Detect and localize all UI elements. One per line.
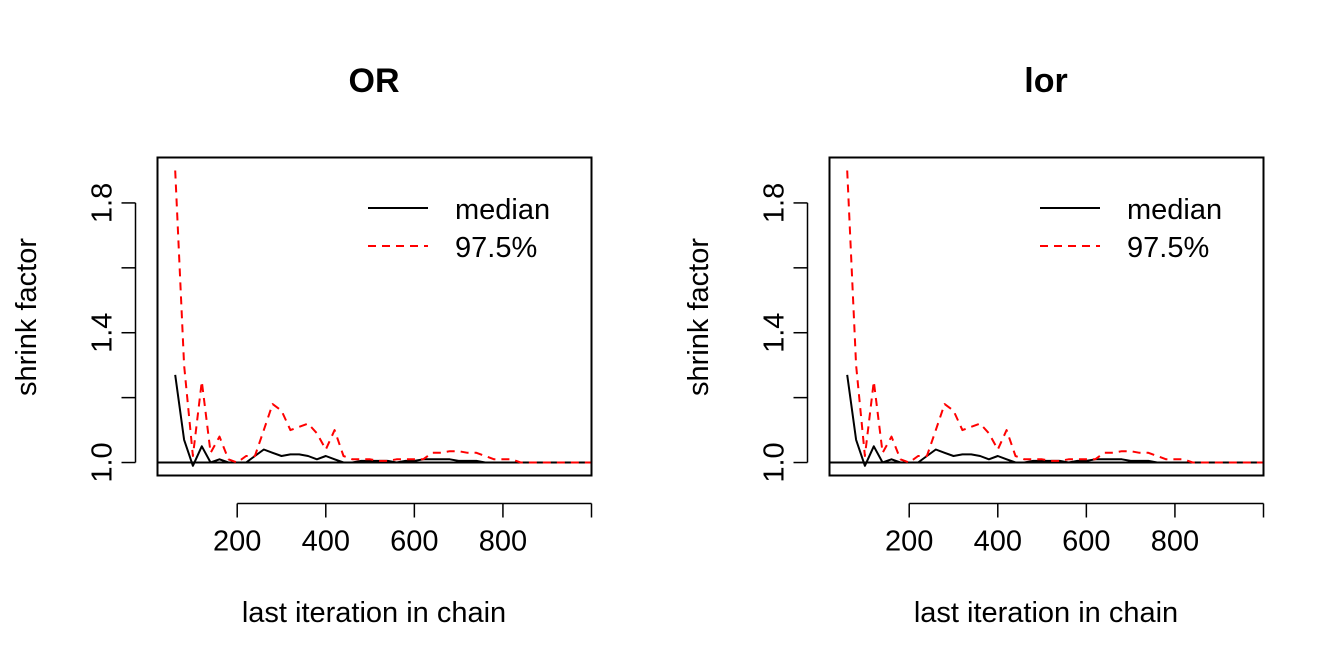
legend: median 97.5%	[368, 194, 550, 264]
series-line-97-5	[846, 170, 1264, 464]
chart-title: OR	[349, 62, 400, 100]
x-tick-label: 800	[1151, 526, 1199, 558]
y-tick-label: 1.0	[87, 442, 119, 482]
series-line-97-5	[174, 170, 592, 464]
legend-median-label: median	[1127, 194, 1222, 226]
x-tick-label: 400	[974, 526, 1022, 558]
x-tick-label: 600	[390, 526, 438, 558]
chart-title: lor	[1024, 62, 1067, 100]
x-axis-label: last iteration in chain	[914, 597, 1178, 629]
x-tick-label: 400	[302, 526, 350, 558]
panel-lor: lor last iteration in chain shrink facto…	[683, 62, 1265, 629]
y-tick-label: 1.4	[759, 313, 791, 353]
y-tick-label: 1.8	[87, 183, 119, 223]
panel-or: OR last iteration in chain shrink factor…	[11, 62, 593, 629]
y-tick-label: 1.4	[87, 313, 119, 353]
x-tick-label: 600	[1062, 526, 1110, 558]
y-axis-label: shrink factor	[11, 238, 43, 396]
y-axis: 1.0 1.4 1.8	[87, 183, 137, 483]
plot-area: 200 400 600 800 1.0 1.4 1.8	[87, 170, 593, 558]
plot-frame	[156, 156, 593, 477]
y-axis: 1.0 1.4 1.8	[759, 183, 809, 483]
x-axis-label: last iteration in chain	[242, 597, 506, 629]
x-tick-label: 800	[479, 526, 527, 558]
series-line-median	[846, 374, 1264, 467]
x-tick-label: 200	[885, 526, 933, 558]
plot-frame	[828, 156, 1265, 477]
legend-median-label: median	[455, 194, 550, 226]
x-tick-label: 200	[213, 526, 261, 558]
y-axis-label: shrink factor	[683, 238, 715, 396]
plot-area: 200 400 600 800 1.0 1.4 1.8	[759, 170, 1265, 558]
legend-97-5-label: 97.5%	[455, 232, 537, 264]
legend-97-5-label: 97.5%	[1127, 232, 1209, 264]
x-axis: 200 400 600 800	[213, 502, 593, 558]
x-axis: 200 400 600 800	[885, 502, 1265, 558]
y-tick-label: 1.8	[759, 183, 791, 223]
series-line-median	[174, 374, 592, 467]
legend: median 97.5%	[1040, 194, 1222, 264]
y-tick-label: 1.0	[759, 442, 791, 482]
